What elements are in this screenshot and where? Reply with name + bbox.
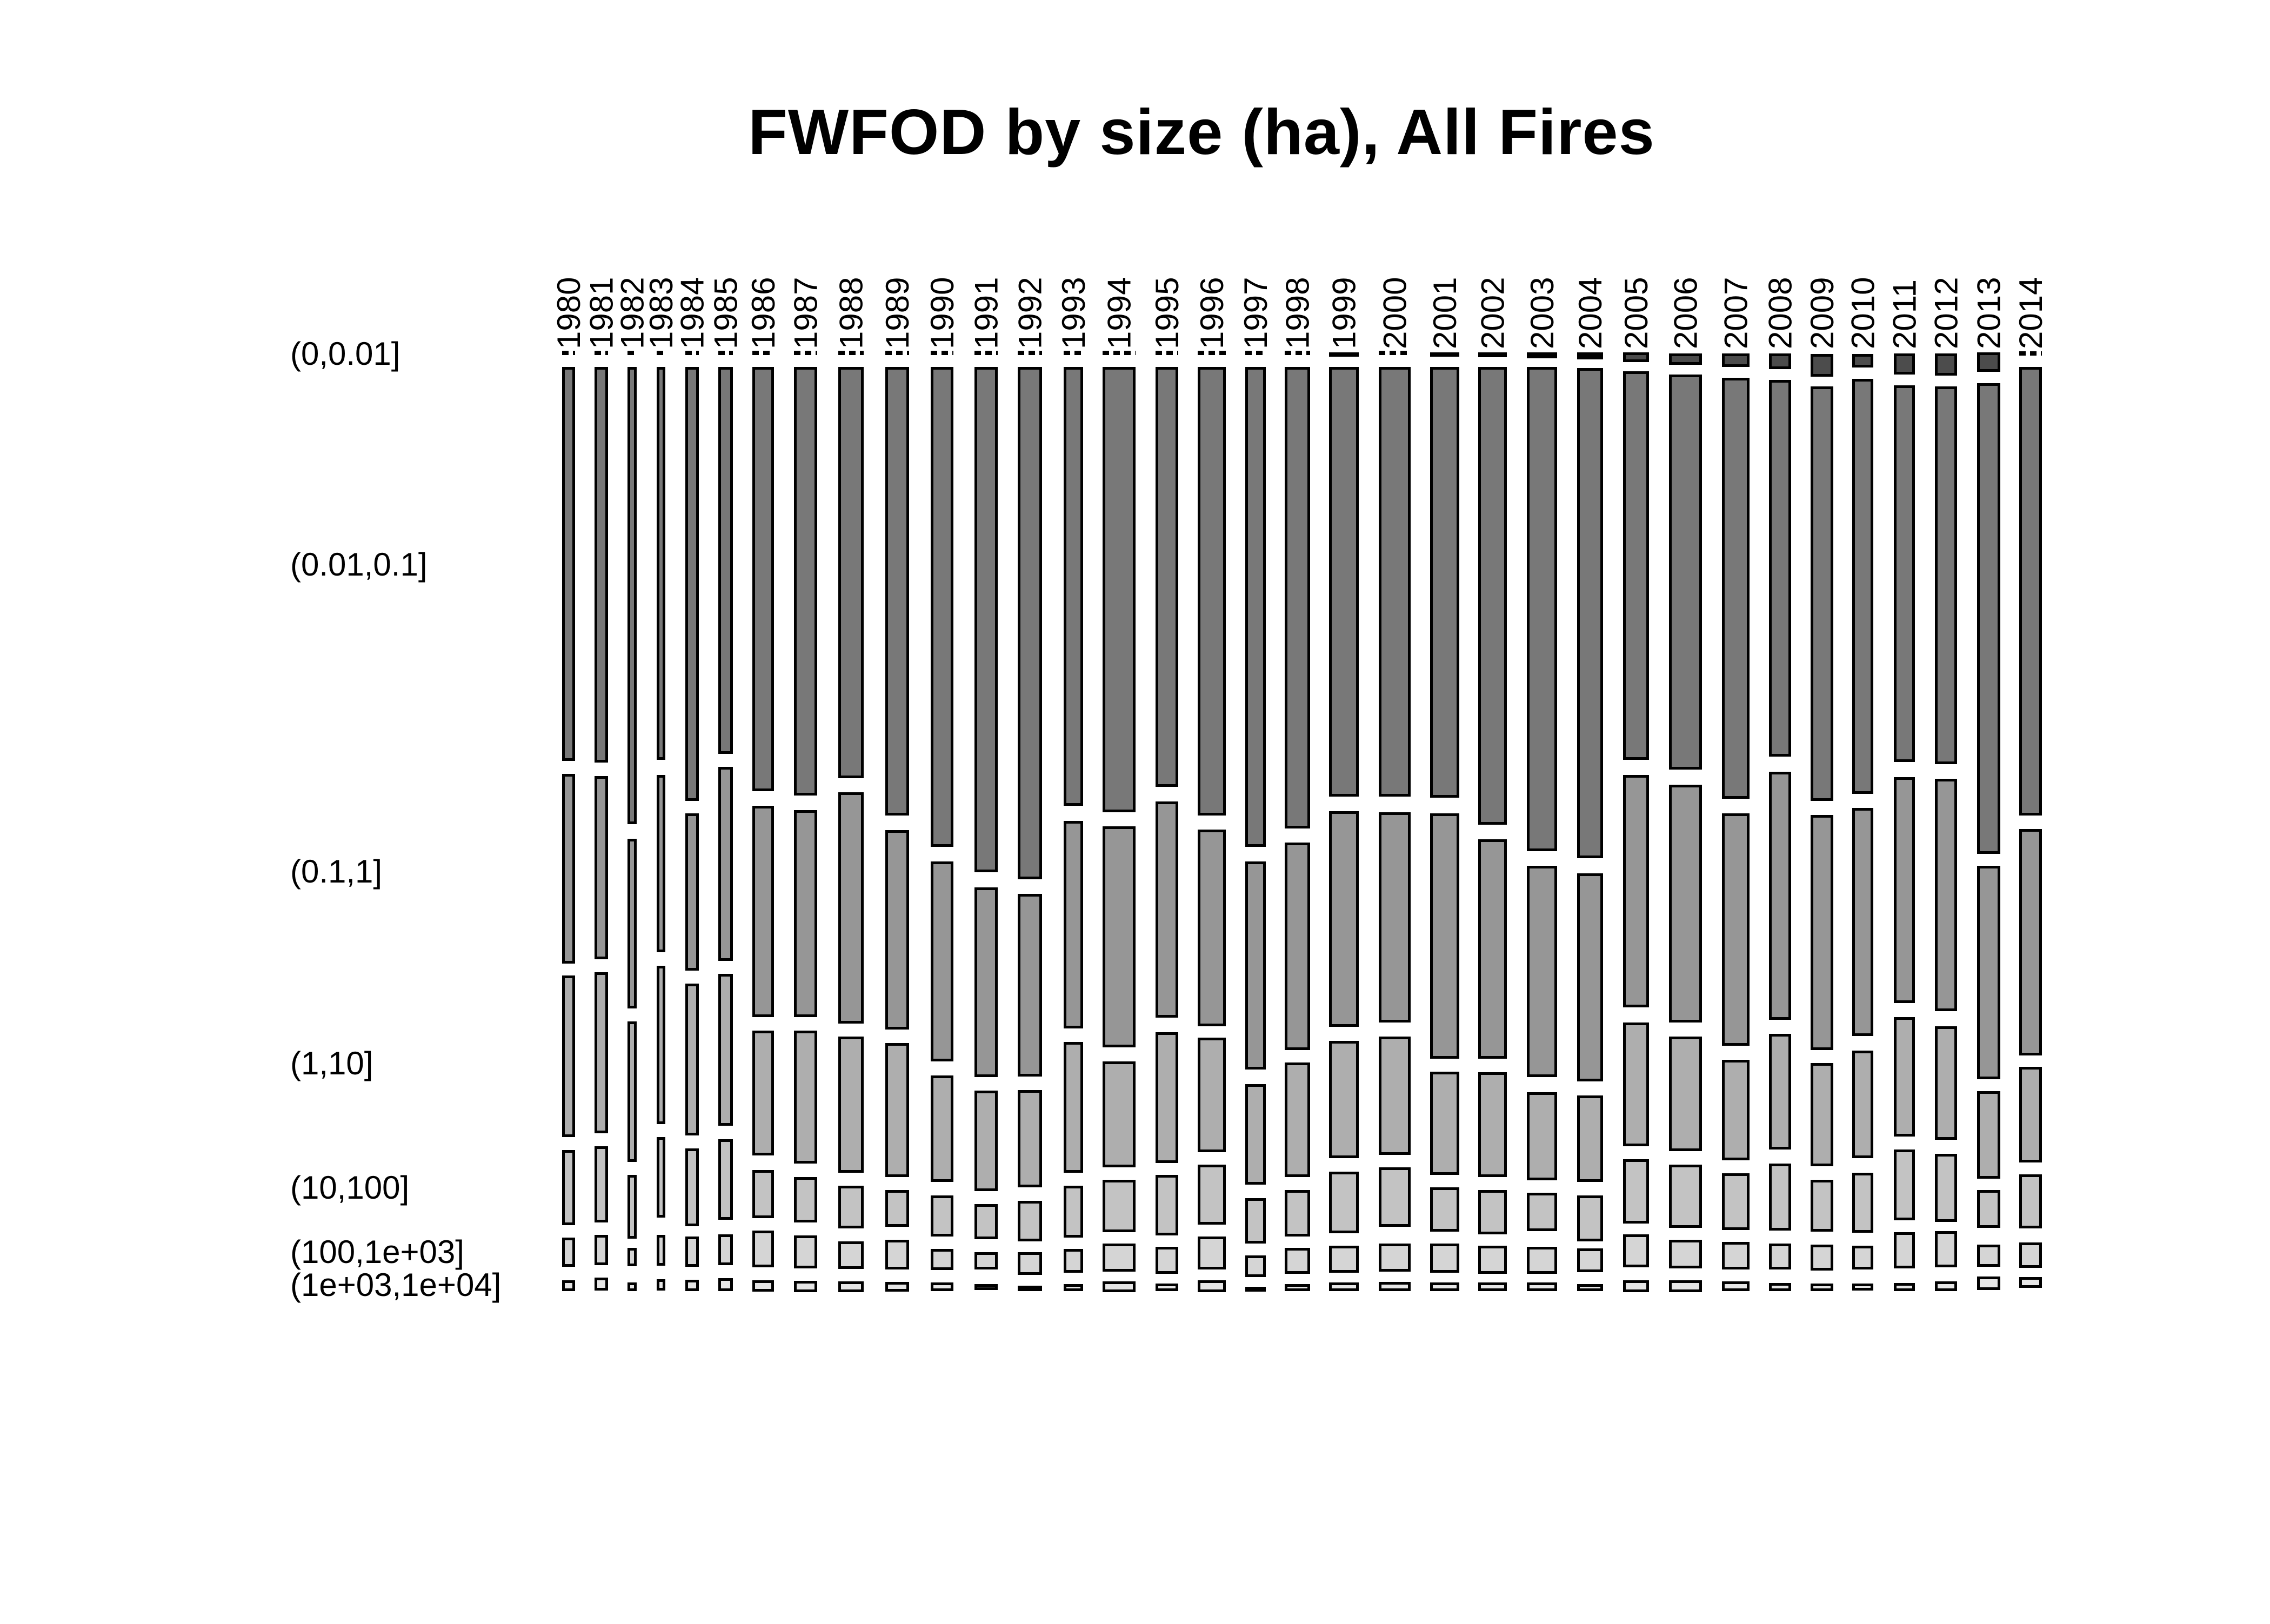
svg-text:1993: 1993 [1056, 277, 1092, 349]
svg-text:1991: 1991 [969, 277, 1005, 349]
svg-text:(0.01,0.1]: (0.01,0.1] [290, 546, 428, 583]
svg-text:2004: 2004 [1572, 277, 1608, 349]
svg-text:(0.1,1]: (0.1,1] [290, 853, 382, 890]
svg-text:2003: 2003 [1524, 277, 1560, 349]
svg-text:1982: 1982 [615, 277, 651, 349]
svg-text:FWFOD by size (ha), All Fires: FWFOD by size (ha), All Fires [748, 96, 1655, 168]
svg-text:1983: 1983 [643, 277, 679, 349]
svg-text:2012: 2012 [1928, 277, 1965, 349]
svg-text:1998: 1998 [1280, 277, 1316, 349]
svg-text:2007: 2007 [1718, 277, 1754, 349]
svg-text:2006: 2006 [1668, 277, 1704, 349]
svg-text:(100,1e+03]: (100,1e+03] [290, 1234, 464, 1270]
svg-text:1997: 1997 [1238, 277, 1274, 349]
svg-text:1994: 1994 [1101, 277, 1138, 349]
svg-text:1992: 1992 [1012, 277, 1049, 349]
svg-text:2008: 2008 [1762, 277, 1799, 349]
svg-text:2000: 2000 [1377, 277, 1413, 349]
svg-text:1996: 1996 [1194, 277, 1230, 349]
svg-text:1985: 1985 [708, 277, 744, 349]
svg-text:(0,0.01]: (0,0.01] [290, 336, 400, 372]
svg-text:1988: 1988 [833, 277, 870, 349]
svg-text:2014: 2014 [2013, 277, 2049, 349]
svg-text:1989: 1989 [879, 277, 916, 349]
svg-text:2002: 2002 [1475, 277, 1511, 349]
svg-text:1990: 1990 [924, 277, 960, 349]
svg-text:(1,10]: (1,10] [290, 1045, 373, 1081]
svg-text:1981: 1981 [584, 277, 620, 349]
svg-text:2005: 2005 [1618, 277, 1654, 349]
svg-text:2013: 2013 [1971, 277, 2007, 349]
svg-text:2010: 2010 [1845, 277, 1881, 349]
svg-text:1999: 1999 [1326, 277, 1363, 349]
svg-text:(10,100]: (10,100] [290, 1169, 409, 1206]
svg-text:1987: 1987 [788, 277, 824, 349]
svg-text:1980: 1980 [551, 277, 587, 349]
svg-text:2001: 2001 [1427, 277, 1463, 349]
svg-text:1995: 1995 [1149, 277, 1185, 349]
svg-text:2009: 2009 [1804, 277, 1840, 349]
svg-text:1984: 1984 [675, 277, 711, 349]
svg-text:2011: 2011 [1887, 279, 1923, 349]
svg-text:(1e+03,1e+04]: (1e+03,1e+04] [290, 1267, 501, 1303]
svg-text:1986: 1986 [745, 277, 782, 349]
